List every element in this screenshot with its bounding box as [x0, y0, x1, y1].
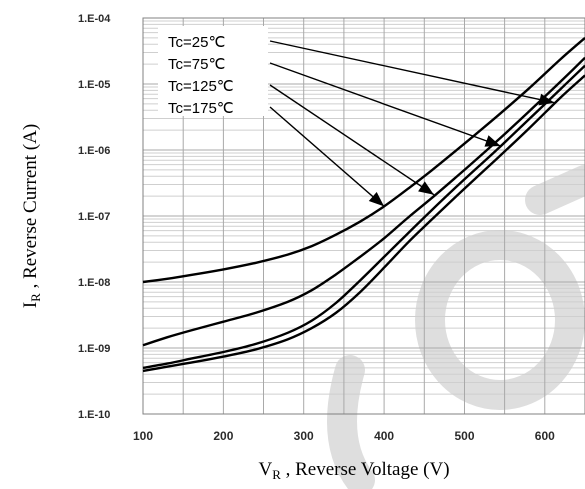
- legend-label-series-4: Tc=175℃: [168, 100, 234, 117]
- annotation-arrow-line-4: [269, 106, 385, 207]
- annotation-arrowhead-1: [538, 93, 555, 106]
- legend-label-series-1: Tc=25℃: [168, 34, 225, 51]
- annotation-arrowhead-3: [418, 181, 434, 195]
- annotation-arrow-line-3: [269, 84, 435, 196]
- legend-box: [158, 26, 268, 116]
- annotation-arrowhead-4: [368, 192, 385, 207]
- legend: Tc=25℃ Tc=75℃ Tc=125℃ Tc=175℃: [158, 26, 268, 117]
- legend-label-series-3: Tc=125℃: [168, 78, 234, 95]
- legend-label-series-2: Tc=75℃: [168, 56, 225, 73]
- series-line-3: [142, 56, 585, 347]
- annotation-arrow-line-1: [269, 40, 555, 104]
- annotation-arrow-line-2: [269, 62, 501, 147]
- y-tick-label: 1.E-06: [78, 145, 110, 157]
- y-tick-label: 1.E-10: [78, 409, 110, 421]
- x-tick-label: 100: [133, 429, 153, 443]
- y-tick-label: 1.E-09: [78, 343, 110, 355]
- watermark: [327, 165, 585, 489]
- series-line-1: [142, 74, 585, 373]
- y-axis-label: IR , Reverse Current (A): [20, 124, 43, 308]
- y-axis-tick-labels: 1.E-10 1.E-09 1.E-08 1.E-07 1.E-06 1.E-05 1.E-…: [78, 13, 111, 421]
- y-tick-label: 1.E-07: [78, 211, 110, 223]
- series-line-2: [142, 64, 585, 370]
- y-tick-label: 1.E-08: [78, 277, 110, 289]
- y-tick-label: 1.E-04: [78, 13, 111, 25]
- x-tick-label: 200: [213, 429, 233, 443]
- y-tick-label: 1.E-05: [78, 79, 110, 91]
- x-tick-label: 600: [535, 429, 555, 443]
- x-tick-label: 300: [294, 429, 314, 443]
- annotation-arrows: [269, 40, 555, 207]
- x-tick-label: 400: [374, 429, 394, 443]
- x-axis-label: VR , Reverse Voltage (V): [258, 459, 449, 482]
- x-tick-label: 500: [454, 429, 474, 443]
- series-line-4: [142, 36, 585, 284]
- plot-frame: [142, 17, 585, 415]
- x-axis-tick-labels: 100 200 300 400 500 600: [133, 429, 555, 443]
- series-layer: [142, 36, 585, 373]
- annotation-arrowhead-2: [484, 135, 501, 147]
